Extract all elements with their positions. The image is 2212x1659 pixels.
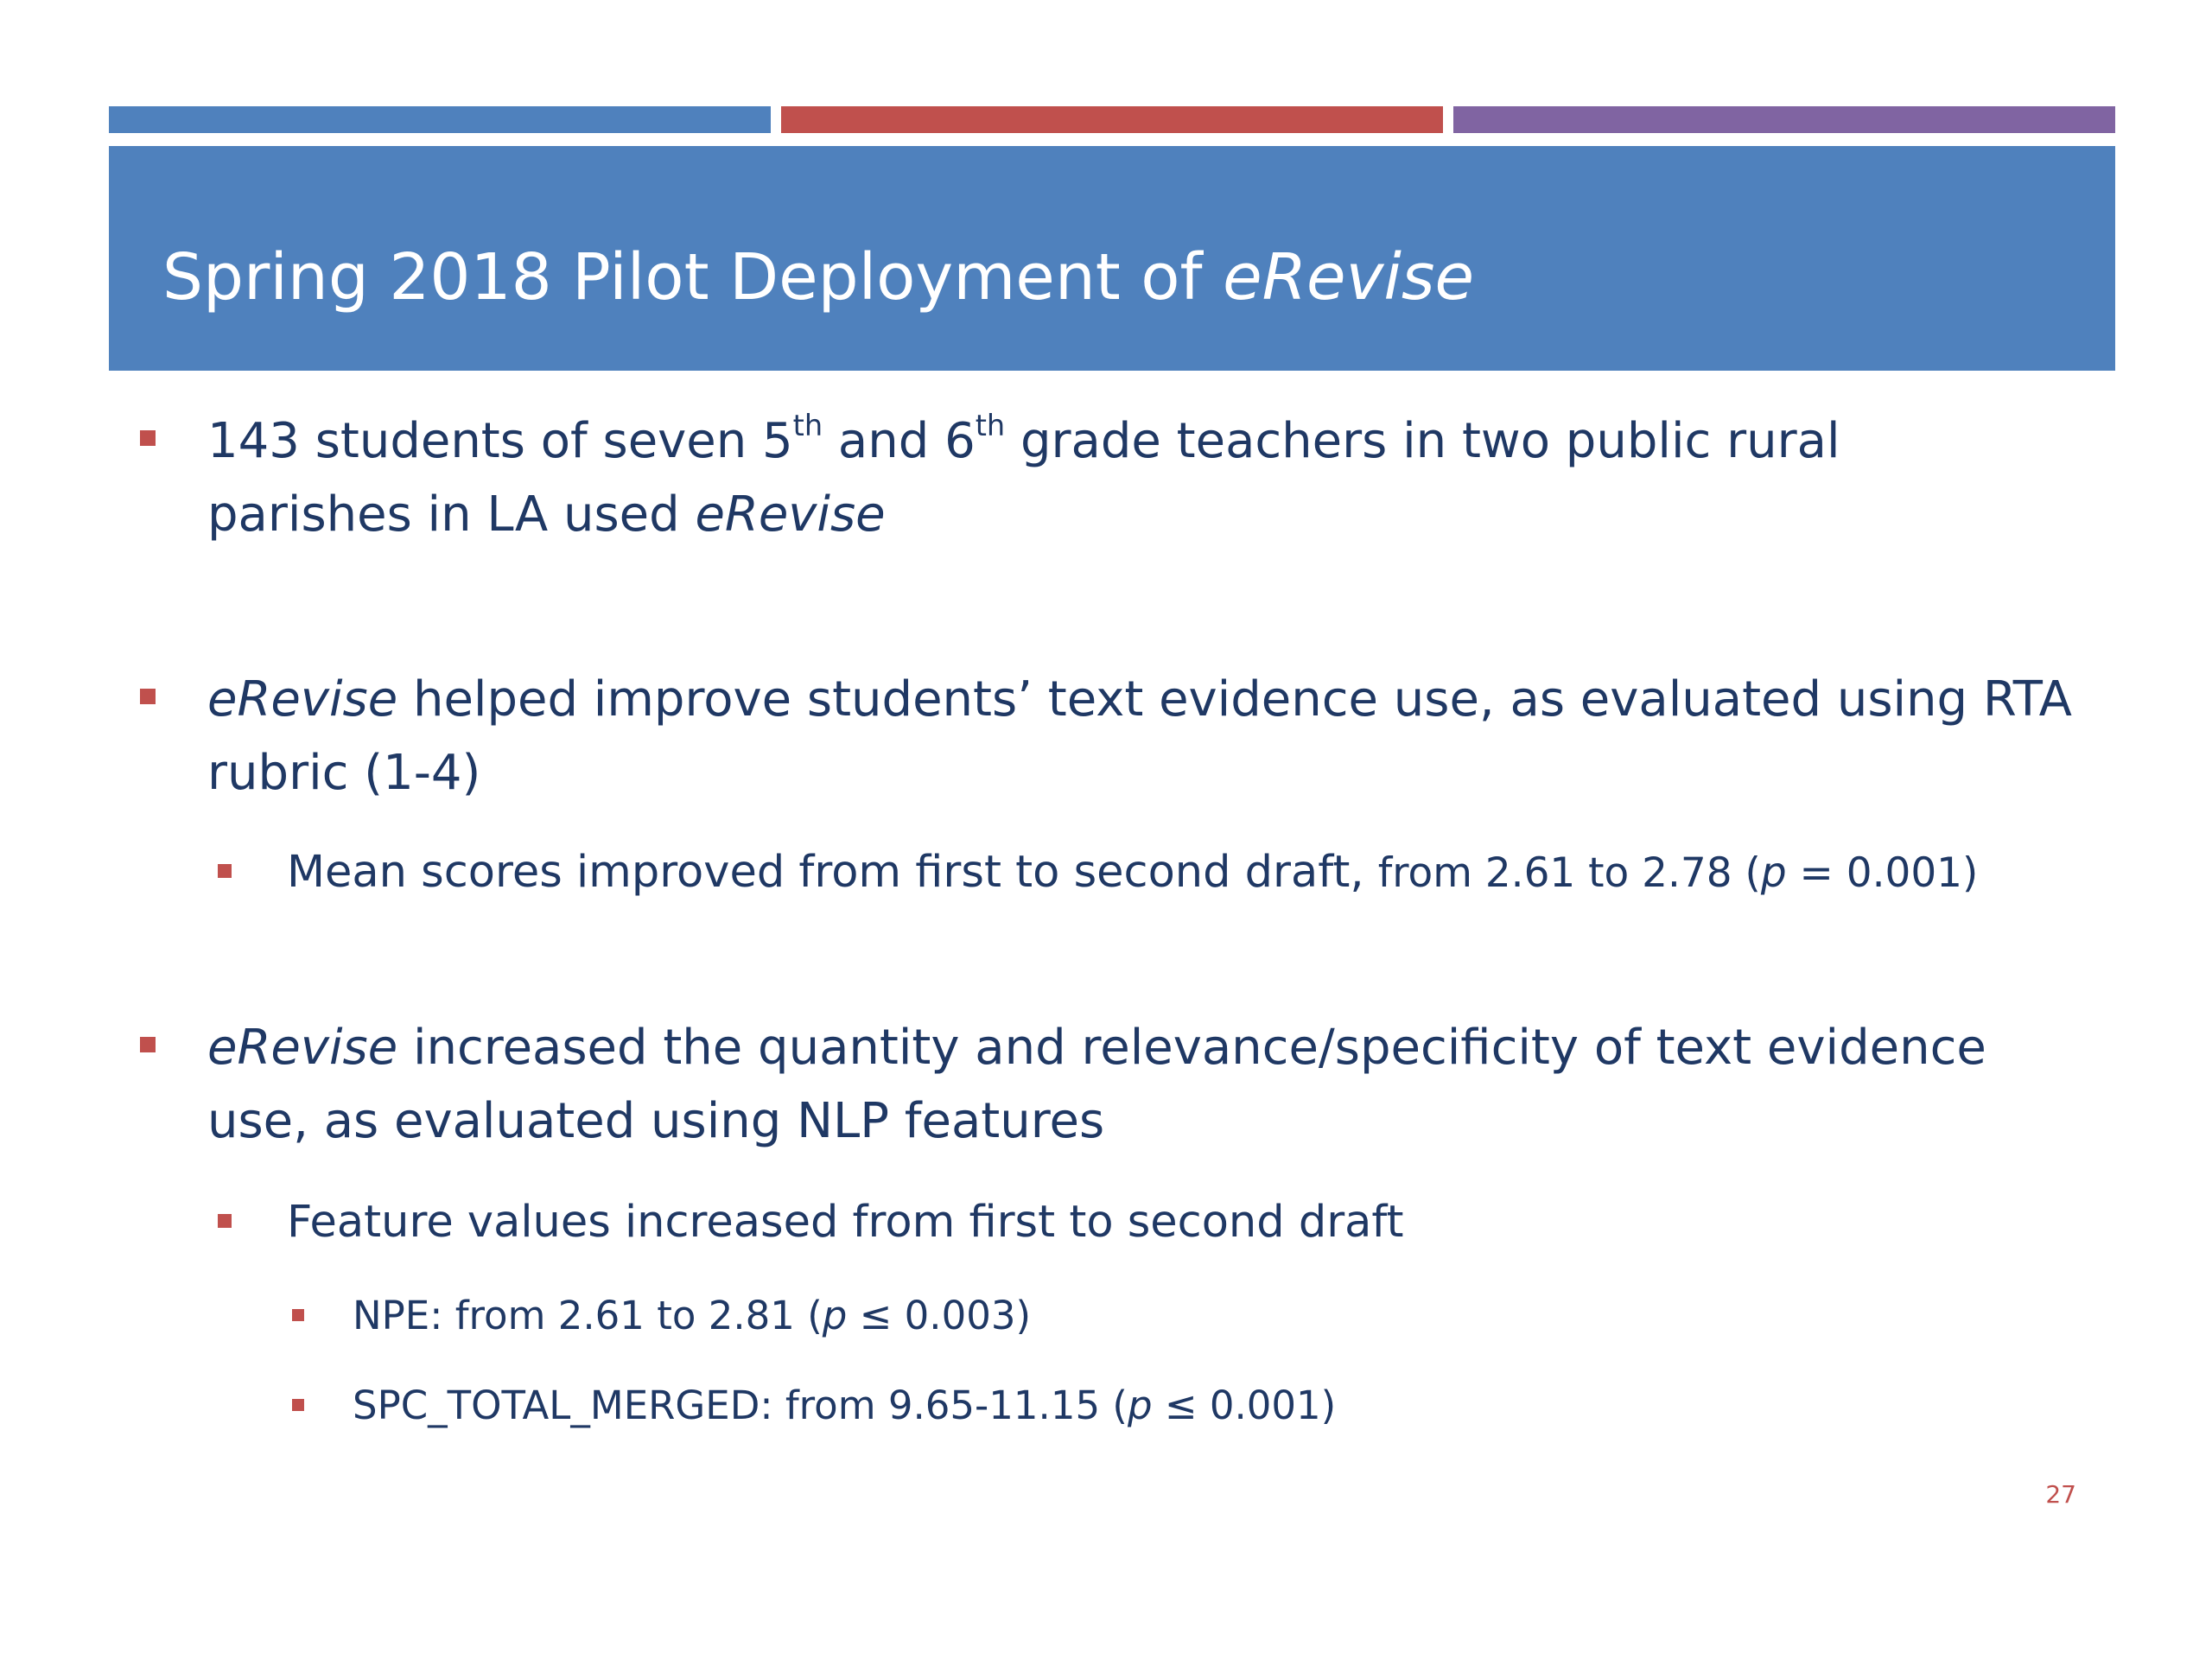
bullet-square bbox=[292, 1399, 304, 1411]
bullet-1: 143 students of seven 5th and 6th grade … bbox=[140, 404, 1840, 551]
bullet-square bbox=[140, 689, 156, 704]
bullet-1-line-1: 143 students of seven 5th and 6th grade … bbox=[207, 408, 1840, 469]
bullet-3-line-1: eRevise increased the quantity and relev… bbox=[207, 1020, 1986, 1076]
accent-bar-purple bbox=[1453, 106, 2115, 133]
bullet-3-subsub-2: SPC_TOTAL_MERGED: from 9.65-11.15 (p ≤ 0… bbox=[292, 1380, 1336, 1432]
bullet-2-line-2: rubric (1-4) bbox=[207, 745, 481, 801]
accent-bar-red bbox=[781, 106, 1443, 133]
bullet-square bbox=[218, 864, 232, 878]
bullet-3-subsub-1: NPE: from 2.61 to 2.81 (p ≤ 0.003) bbox=[292, 1290, 1031, 1342]
bullet-2: eRevise helped improve students’ text ev… bbox=[140, 663, 2072, 810]
slide-title: Spring 2018 Pilot Deployment of eRevise bbox=[162, 240, 1475, 315]
bullet-square bbox=[140, 430, 156, 446]
bullet-2-sub: Mean scores improved from first to secon… bbox=[218, 842, 1979, 904]
accent-bar-blue bbox=[109, 106, 771, 133]
page-number: 27 bbox=[2045, 1480, 2076, 1509]
bullet-square bbox=[218, 1214, 232, 1228]
bullet-2-line-1: eRevise helped improve students’ text ev… bbox=[207, 671, 2072, 728]
bullet-3: eRevise increased the quantity and relev… bbox=[140, 1011, 1986, 1158]
bullet-square bbox=[140, 1037, 156, 1052]
bullet-3-sub: Feature values increased from first to s… bbox=[218, 1192, 1403, 1253]
bullet-1-line-2: parishes in LA used eRevise bbox=[207, 486, 886, 543]
result-text: from 2.61 to 2.78 (p = 0.001) bbox=[1377, 849, 1979, 897]
bullet-3-line-2: use, as evaluated using NLP features bbox=[207, 1093, 1105, 1149]
bullet-square bbox=[292, 1309, 304, 1321]
title-band: Spring 2018 Pilot Deployment of eRevise bbox=[109, 146, 2115, 371]
